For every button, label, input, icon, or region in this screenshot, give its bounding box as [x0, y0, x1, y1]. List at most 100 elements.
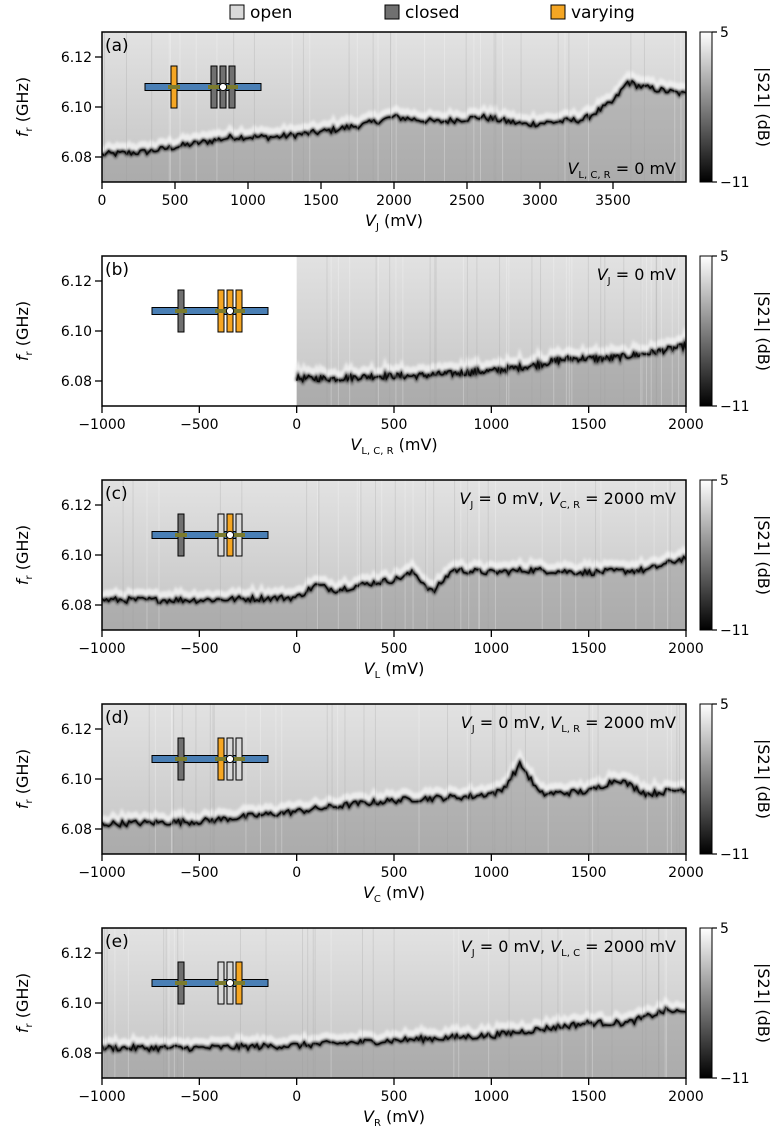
legend-item-closed: closed	[384, 3, 460, 23]
colorbar-tick-label: 5	[720, 25, 729, 41]
x-tick-label: 2000	[668, 865, 704, 881]
x-tick-label: −1000	[78, 1089, 125, 1105]
colorbar-label: |S21| (dB)	[754, 67, 773, 147]
heatmap-background	[296, 256, 686, 406]
junction-segment	[175, 309, 187, 313]
gate-schematic	[151, 513, 269, 557]
panel-b: 6.08 6.10 6.12 −1000 −500 0 500 1000 1500 2000 VL,…	[13, 249, 773, 457]
x-tick-label: 1000	[474, 641, 510, 657]
y-tick-label: 6.08	[61, 822, 92, 838]
resonance-line-core	[102, 555, 686, 605]
legend-item-varying: varying	[550, 3, 635, 23]
heatmap-area	[102, 480, 686, 630]
x-tick-label: 2000	[376, 193, 412, 209]
x-axis-label: VR (mV)	[363, 1107, 425, 1129]
quantum-dot	[225, 754, 235, 764]
colorbar: 5 −11 |S21| (dB)	[699, 697, 773, 863]
x-tick-label: −500	[180, 417, 218, 433]
x-tick-label: −1000	[78, 417, 125, 433]
panel-annotation: VJ = 0 mV	[597, 265, 676, 287]
x-tick-label: 2000	[668, 641, 704, 657]
panel-label: (b)	[105, 260, 129, 280]
panel-annotation: VJ = 0 mV, VL, C = 2000 mV	[461, 937, 676, 959]
y-tick-label: 6.08	[61, 598, 92, 614]
gate-nanowire	[151, 307, 269, 315]
y-tick-label: 6.08	[61, 150, 92, 166]
y-axis-label: fr (GHz)	[13, 525, 35, 585]
y-axis-label: fr (GHz)	[13, 749, 35, 809]
colorbar-gradient	[699, 479, 713, 631]
colorbar-gradient	[699, 927, 713, 1079]
gate-schematic	[151, 737, 269, 781]
colorbar-tick-label: 5	[720, 697, 729, 713]
y-tick-label: 6.10	[61, 100, 92, 116]
x-tick-label: 0	[292, 1089, 301, 1105]
gate-schematic	[151, 289, 269, 333]
legend-swatch	[550, 4, 566, 20]
x-tick-label: −500	[180, 641, 218, 657]
x-tick-label: −500	[180, 1089, 218, 1105]
panel-annotation: VJ = 0 mV, VC, R = 2000 mV	[459, 489, 676, 511]
colorbar-label: |S21| (dB)	[754, 963, 773, 1043]
colorbar: 5 −11 |S21| (dB)	[699, 25, 773, 191]
legend-swatch	[384, 4, 400, 20]
below-resonance-shade	[102, 81, 686, 182]
heatmap-area	[102, 32, 686, 182]
heatmap-background	[102, 704, 686, 854]
gate-schematic	[151, 961, 269, 1005]
resonance-line-core	[102, 79, 686, 158]
panel-label: (c)	[105, 484, 128, 504]
quantum-dot	[218, 82, 228, 92]
x-tick-label: −500	[180, 865, 218, 881]
y-tick-label: 6.12	[61, 946, 92, 962]
y-tick-label: 6.12	[61, 722, 92, 738]
bright-band	[102, 996, 686, 1052]
panel-d: 6.08 6.10 6.12 −1000 −500 0 500 1000 1500 2000 VC …	[13, 697, 773, 905]
panel-label: (d)	[105, 708, 129, 728]
x-tick-label: 1500	[303, 193, 339, 209]
colorbar-gradient	[699, 703, 713, 855]
colorbar-tick-label: −11	[720, 847, 750, 863]
x-tick-label: 1500	[571, 865, 607, 881]
panel-annotation: VL, C, R = 0 mV	[567, 159, 676, 181]
y-tick-label: 6.12	[61, 498, 92, 514]
x-tick-label: −1000	[78, 641, 125, 657]
x-tick-label: −1000	[78, 865, 125, 881]
colorbar-gradient	[699, 255, 713, 407]
legend-label: open	[250, 3, 292, 23]
colorbar-tick-label: 5	[720, 249, 729, 265]
panel-c: 6.08 6.10 6.12 −1000 −500 0 500 1000 1500 2000 VL …	[13, 473, 773, 681]
legend-swatch	[229, 4, 245, 20]
colorbar-label: |S21| (dB)	[754, 515, 773, 595]
x-tick-label: 1000	[230, 193, 266, 209]
panel-a: 6.08 6.10 6.12 0 500 1000 1500 2000 2500 3000 3500…	[13, 25, 773, 233]
junction-segment	[175, 533, 187, 537]
heatmap-background	[102, 928, 686, 1078]
heatmap-background	[102, 480, 686, 630]
x-tick-label: 0	[292, 641, 301, 657]
colorbar-tick-label: −11	[720, 399, 750, 415]
bright-band	[102, 544, 686, 602]
below-resonance-shade	[102, 1007, 686, 1078]
x-tick-label: 3500	[595, 193, 631, 209]
y-axis-label: fr (GHz)	[13, 77, 35, 137]
legend-label: closed	[405, 3, 460, 23]
gate-schematic	[144, 65, 262, 109]
y-tick-label: 6.10	[61, 548, 92, 564]
legend-label: varying	[571, 3, 635, 23]
x-axis-label: VC (mV)	[363, 883, 425, 905]
bright-band	[102, 748, 686, 827]
x-tick-label: 1000	[474, 417, 510, 433]
colorbar: 5 −11 |S21| (dB)	[699, 473, 773, 639]
y-tick-label: 6.10	[61, 324, 92, 340]
colorbar-label: |S21| (dB)	[754, 291, 773, 371]
x-tick-label: 0	[98, 193, 107, 209]
x-tick-label: 500	[381, 1089, 408, 1105]
below-resonance-shade	[296, 343, 686, 406]
junction-segment	[175, 981, 187, 985]
colorbar-tick-label: −11	[720, 1071, 750, 1087]
gate-nanowire	[151, 531, 269, 539]
x-tick-label: 0	[292, 417, 301, 433]
